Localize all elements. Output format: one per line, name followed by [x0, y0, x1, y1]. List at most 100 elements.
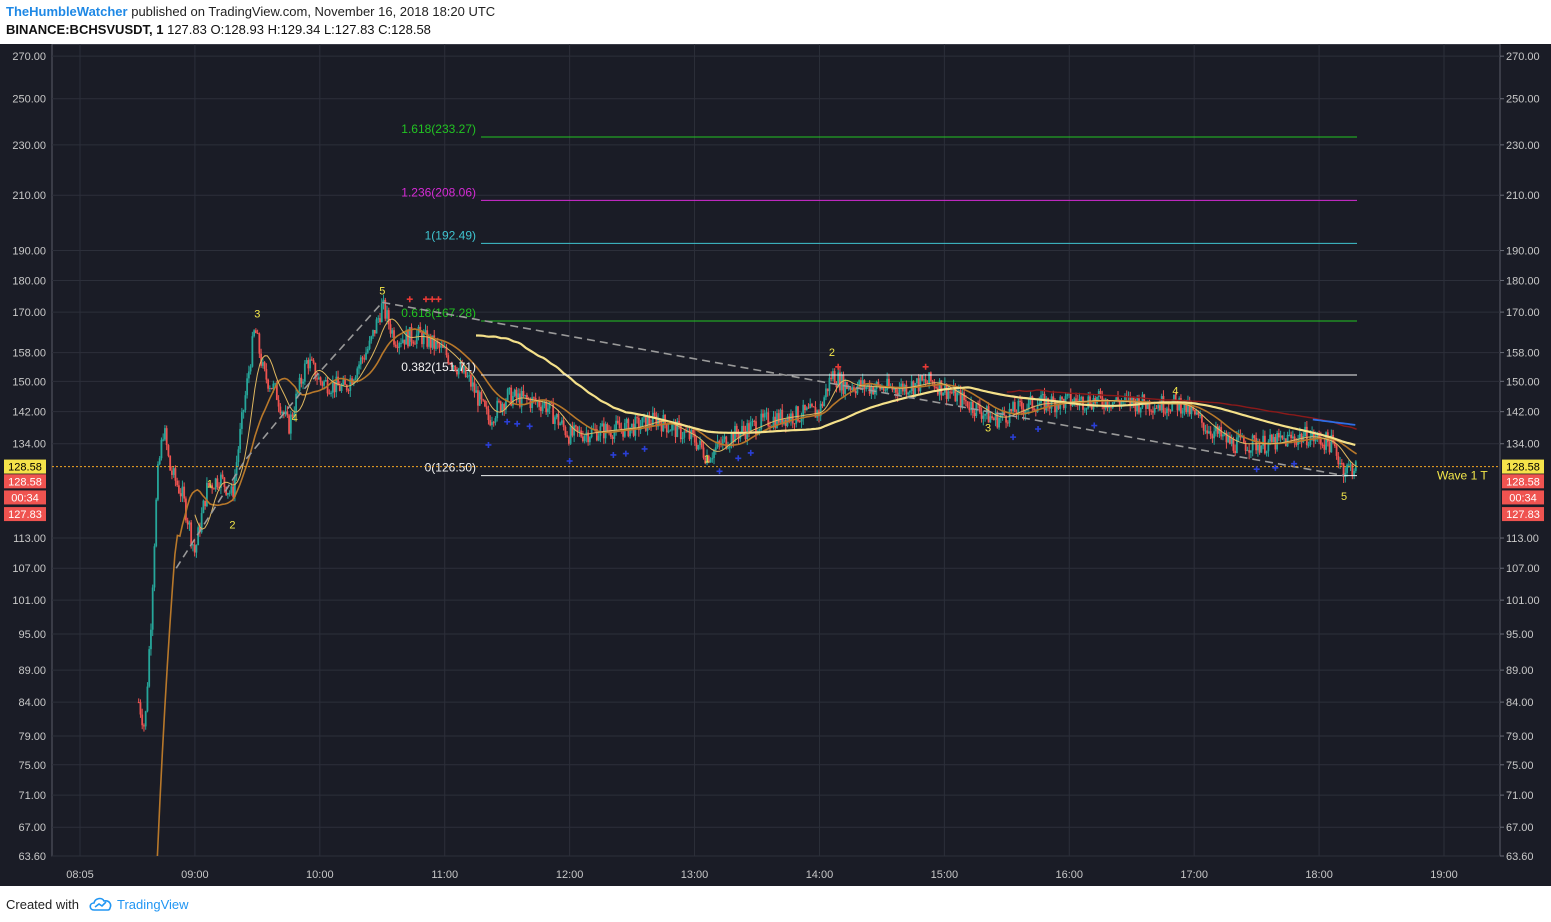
candle-body: [144, 711, 147, 727]
wave-label: 4: [1172, 385, 1178, 397]
candle-body: [1115, 397, 1118, 402]
candle-body: [524, 395, 527, 397]
candle-body: [1134, 401, 1137, 412]
candle-body: [674, 422, 677, 438]
price-badge-text: 128.58: [8, 476, 42, 488]
candle-body: [338, 385, 341, 391]
candle-body: [260, 353, 263, 366]
candle-body: [1190, 407, 1193, 415]
candle-body: [908, 390, 911, 393]
candle-body: [193, 544, 196, 553]
candle-body: [344, 379, 346, 385]
candle-body: [1234, 450, 1237, 454]
chart-area[interactable]: 270.00 270.00 250.00 250.00 230.00 230.00 210.…: [0, 44, 1551, 886]
author-link[interactable]: TheHumbleWatcher: [6, 4, 128, 19]
candle-body: [401, 339, 404, 343]
candle-body: [697, 444, 700, 450]
y-tick-label-left: 89.00: [18, 665, 46, 677]
candle-body: [842, 374, 845, 394]
y-tick-label-right: 158.00: [1506, 348, 1540, 360]
candle-body: [630, 423, 633, 428]
candle-body: [737, 433, 740, 439]
candle-body: [1145, 404, 1147, 409]
y-tick-label-left: 63.60: [18, 851, 46, 863]
signal-marker: [406, 296, 413, 303]
signal-marker: [422, 296, 429, 303]
candle-body: [335, 376, 338, 393]
candle-body: [171, 470, 173, 475]
descending-trendline[interactable]: [382, 301, 1345, 477]
candle-body: [844, 382, 847, 394]
candle-body: [777, 413, 780, 423]
candle-body: [1256, 444, 1259, 451]
candle-body: [1083, 409, 1086, 411]
candle-body: [268, 388, 271, 390]
candle-body: [403, 339, 406, 345]
candle-body: [1333, 442, 1336, 446]
candle-body: [340, 385, 343, 391]
y-tick-label-right: 250.00: [1506, 94, 1540, 106]
candle-body: [1045, 397, 1048, 411]
candle-body: [489, 420, 492, 426]
x-tick-label: 11:00: [431, 869, 458, 881]
candle-body: [466, 376, 469, 378]
candle-body: [781, 409, 784, 425]
candle-body: [783, 419, 785, 425]
candle-body: [1139, 407, 1142, 413]
signal-marker: [566, 458, 573, 465]
candle-body: [961, 392, 964, 406]
candle-body: [1010, 408, 1013, 412]
candle-body: [1211, 435, 1214, 439]
fibonacci-extension[interactable]: 1.618(233.27)1.236(208.06)1(192.49)0.618…: [401, 122, 1357, 477]
fib-level-label: 1.236(208.06): [401, 185, 476, 199]
signal-marker: [835, 363, 842, 370]
candle-body: [459, 363, 462, 369]
candle-body: [816, 410, 819, 418]
candle-body: [1263, 435, 1266, 454]
candle-body: [442, 345, 444, 348]
candle-body: [1216, 426, 1219, 434]
candle-body: [186, 520, 189, 525]
candle-body: [522, 390, 525, 397]
candle-body: [805, 407, 808, 411]
candle-body: [566, 435, 569, 438]
candle-body: [431, 335, 434, 348]
y-tick-label-right: 89.00: [1506, 665, 1534, 677]
y-tick-label-right: 67.00: [1506, 822, 1534, 834]
candle-body: [1143, 394, 1146, 405]
y-tick-label-left: 75.00: [18, 760, 46, 772]
candle-body: [858, 380, 861, 386]
candle-body: [207, 482, 210, 486]
candle-body: [690, 430, 693, 440]
candle-body: [533, 397, 535, 399]
candle-body: [1176, 399, 1179, 411]
candle-body: [609, 431, 612, 437]
candle-body: [281, 412, 283, 414]
candle-body: [438, 343, 441, 348]
candle-body: [821, 403, 824, 407]
candle-body: [1022, 408, 1025, 415]
candle-body: [1202, 422, 1205, 431]
candle-body: [706, 455, 708, 464]
candle-body: [578, 430, 581, 432]
candle-body: [272, 383, 275, 390]
candle-body: [854, 391, 857, 394]
candle-body: [730, 432, 733, 445]
candle-body: [1104, 399, 1107, 409]
candle-body: [1253, 435, 1256, 438]
candle-body: [158, 458, 161, 465]
candle-body: [1251, 435, 1254, 451]
candle-body: [1349, 464, 1352, 466]
elliott-wave-trendline[interactable]: [175, 301, 383, 569]
tradingview-link[interactable]: TradingView: [117, 897, 189, 912]
candle-body: [470, 375, 472, 387]
candle-body: [942, 392, 945, 396]
candle-body: [721, 439, 724, 446]
candle-body: [611, 436, 614, 439]
moving-average-darkred: [1006, 389, 1357, 430]
candle-body: [1106, 399, 1109, 409]
candle-body: [739, 432, 742, 439]
y-tick-label-right: 142.00: [1506, 407, 1540, 419]
candle-body: [1199, 414, 1202, 416]
